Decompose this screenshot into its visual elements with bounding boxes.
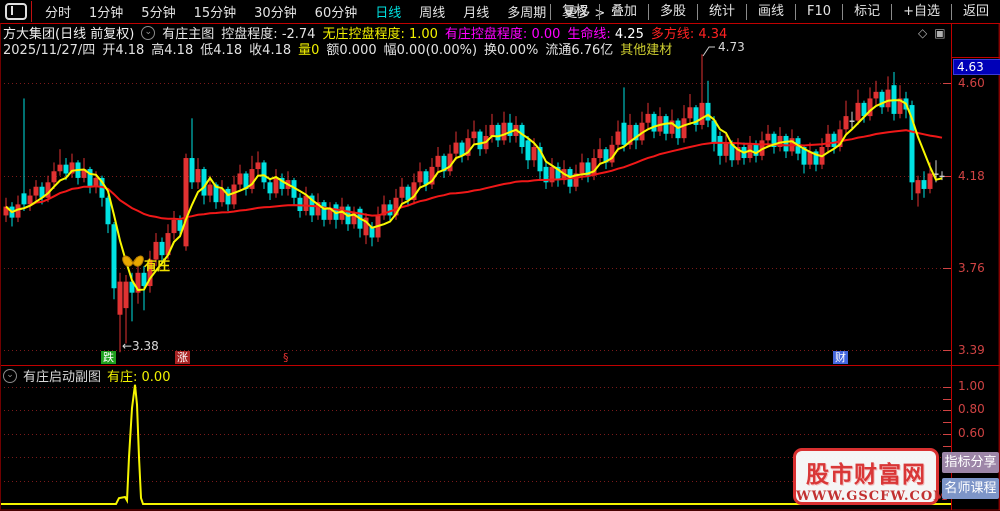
watermark-title: 股市财富网: [806, 462, 926, 488]
toolbar: 分时 1分钟 5分钟 15分钟 30分钟 60分钟 日线 周线 月线 多周期 更多 > 复权 叠加 多股…: [0, 0, 1000, 23]
sub-panel-header: 有庄启动副图 有庄: 0.00: [3, 368, 171, 385]
period-tab-1分钟[interactable]: 1分钟: [89, 6, 124, 21]
indicator-values: 控盘程度: -2.74 无庄控盘程度: 1.00 有庄控盘程度: 0.00 生命线: …: [221, 23, 727, 42]
sub-axis-label: 0.80: [958, 402, 985, 417]
menu-item-多股[interactable]: 多股: [647, 3, 697, 20]
stock-title: 方大集团(日线 前复权): [3, 27, 135, 42]
price-axis-label: 3.76: [958, 260, 985, 275]
event-badge-§: §: [283, 351, 289, 364]
layout-toggle-icon[interactable]: [5, 3, 27, 20]
watermark-badge-2: 名师课程: [942, 478, 999, 499]
quote-info-bar: 2025/11/27/四 开4.18 高4.18 低4.18 收4.18 量0 额0.000…: [3, 41, 673, 58]
quote-field: 2025/11/27/四: [3, 43, 96, 58]
event-badge-财: 财: [833, 351, 848, 364]
high-price-note: 4.73: [718, 40, 745, 54]
period-tab-多周期[interactable]: 多周期: [507, 6, 547, 21]
toolbar-divider: [31, 1, 32, 22]
period-tab-更多 >[interactable]: 更多 >: [564, 6, 606, 21]
current-price-tag: 4.63: [953, 59, 1000, 75]
event-badge-涨: 涨: [175, 351, 190, 364]
moving-average-lines: [5, 99, 943, 292]
indicator-field: 生命线: 4.25: [567, 27, 644, 42]
diamond-icon[interactable]: [918, 26, 927, 40]
menu-item-画线[interactable]: 画线: [746, 3, 795, 20]
menu-item-叠加[interactable]: 叠加: [598, 3, 648, 20]
period-tab-分时[interactable]: 分时: [45, 6, 72, 21]
gridlines: [0, 83, 951, 351]
sub-axis-label: 1.00: [958, 379, 985, 393]
menu-item-统计[interactable]: 统计: [697, 3, 746, 20]
period-tab-5分钟[interactable]: 5分钟: [141, 6, 176, 21]
quote-field: 换0.00%: [484, 43, 539, 58]
period-tab-15分钟[interactable]: 15分钟: [193, 6, 237, 21]
watermark-box: 股市财富网 WWW.GSCFW.COM: [793, 448, 949, 505]
toolbar-menu: 复权 叠加 多股 统计 画线 F10 标记 +自选 返回: [549, 0, 1000, 23]
menu-item-F10[interactable]: F10: [795, 3, 842, 20]
quote-field: 低4.18: [200, 43, 243, 58]
chart-title-bar: 方大集团(日线 前复权) 有庄主图 控盘程度: -2.74 无庄控盘程度: 1.0…: [3, 23, 727, 42]
panel-frame-lines: [0, 23, 1000, 511]
title-bar-icons: [918, 26, 946, 40]
quote-field: 其他建材: [620, 43, 673, 58]
menu-item-返回[interactable]: 返回: [950, 3, 1000, 20]
indicator-name: 有庄主图: [162, 27, 215, 42]
price-axis-label: 4.18: [958, 168, 985, 183]
sub-axis-label: 0.60: [958, 425, 985, 440]
period-tabs: 分时 1分钟 5分钟 15分钟 30分钟 60分钟 日线 周线 月线 多周期 更多 >: [36, 0, 614, 23]
quote-field: 高4.18: [151, 43, 194, 58]
chevron-down-icon[interactable]: [141, 25, 156, 40]
indicator-field: 有庄控盘程度: 0.00: [444, 27, 561, 42]
menu-item-+自选[interactable]: +自选: [891, 3, 951, 20]
quote-field: 流通6.76亿: [545, 43, 614, 58]
menu-item-复权[interactable]: 复权: [549, 3, 599, 20]
low-price-note: ←3.38: [122, 339, 159, 353]
indicator-field: 无庄控盘程度: 1.00: [322, 27, 438, 42]
candlesticks: [3, 54, 945, 353]
price-axis-label: 3.39: [958, 342, 985, 357]
indicator-field: 控盘程度: -2.74: [221, 27, 316, 42]
butterfly-icon: [122, 255, 144, 267]
event-badge-跌: 跌: [101, 351, 116, 364]
quote-field: 收4.18: [249, 43, 292, 58]
period-tab-月线[interactable]: 月线: [463, 6, 490, 21]
period-tab-60分钟[interactable]: 60分钟: [314, 6, 358, 21]
quote-field: 额0.000: [326, 43, 377, 58]
price-axis-label: 4.60: [958, 75, 985, 90]
high-annotation-arrow: [702, 46, 715, 57]
period-tab-日线[interactable]: 日线: [375, 6, 402, 21]
period-tab-30分钟[interactable]: 30分钟: [254, 6, 297, 21]
sub-indicator-plot: [0, 384, 951, 505]
split-panel-icon[interactable]: [934, 26, 945, 40]
signal-marker-label: 有庄: [144, 259, 171, 274]
watermark-badge-1: 指标分享: [942, 452, 999, 473]
watermark-url: WWW.GSCFW.COM: [796, 489, 949, 504]
quote-field: 幅0.00(0.00%): [383, 43, 478, 58]
sub-panel-name: 有庄启动副图: [23, 370, 102, 385]
sub-panel-value: 有庄: 0.00: [107, 370, 171, 385]
chevron-down-icon[interactable]: [3, 368, 17, 383]
quote-field: 量0: [298, 43, 320, 58]
period-tab-周线[interactable]: 周线: [419, 6, 446, 21]
indicator-field: 多方线: 4.34: [650, 27, 728, 42]
quote-field: 开4.18: [102, 43, 145, 58]
menu-item-标记[interactable]: 标记: [842, 3, 891, 20]
